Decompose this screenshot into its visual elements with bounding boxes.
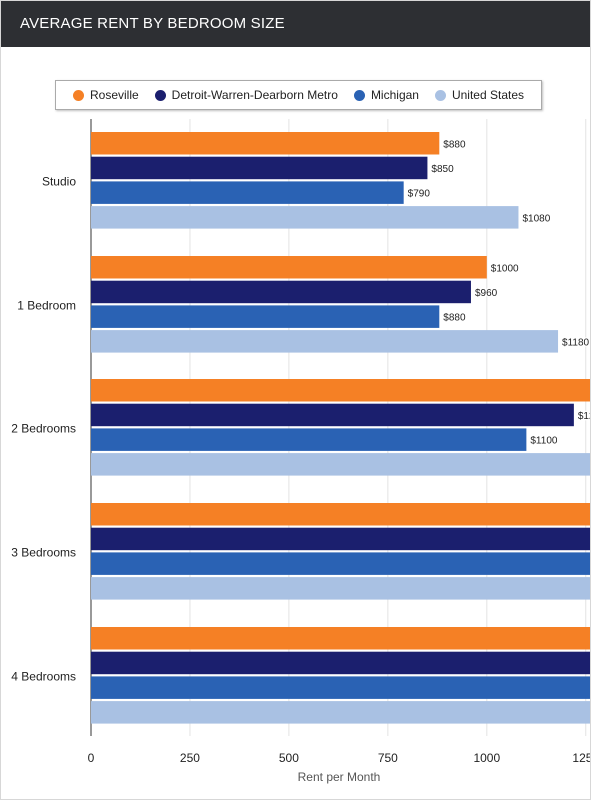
legend-label: Michigan — [370, 88, 419, 102]
x-tick-label: 1250 — [572, 751, 590, 765]
legend-item-michigan[interactable]: Michigan — [353, 88, 419, 102]
legend-label: Detroit-Warren-Dearborn Metro — [171, 88, 338, 102]
data-label: $880 — [443, 139, 466, 150]
bar[interactable] — [91, 503, 590, 526]
bar[interactable] — [91, 305, 440, 328]
bar[interactable] — [91, 627, 590, 650]
x-tick-label: 500 — [279, 751, 299, 765]
data-label: $1180 — [562, 337, 590, 348]
bar[interactable] — [91, 256, 487, 279]
bar[interactable] — [91, 403, 574, 427]
category-label: 3 Bedrooms — [11, 545, 76, 559]
bar[interactable] — [91, 701, 590, 724]
bar[interactable] — [91, 453, 590, 476]
category-label: 1 Bedroom — [17, 298, 76, 312]
bar[interactable] — [91, 206, 519, 229]
x-tick-labels: 02505007501000125015001750200022502… — [88, 751, 590, 765]
legend-marker-icon — [434, 89, 446, 101]
x-tick-label: 1000 — [473, 751, 500, 765]
legend-marker-icon — [154, 89, 166, 101]
legend-label: Roseville — [89, 88, 139, 102]
x-tick-label: 750 — [378, 751, 398, 765]
category-label: 4 Bedrooms — [11, 669, 76, 683]
data-label: $850 — [431, 164, 454, 175]
bars — [91, 132, 590, 724]
bar[interactable] — [91, 132, 440, 155]
bar[interactable] — [91, 428, 527, 451]
data-label: $790 — [408, 189, 431, 200]
legend-marker-icon — [353, 89, 365, 101]
x-axis-title: Rent per Month — [298, 770, 381, 784]
legend-marker-icon — [72, 89, 84, 101]
category-labels: Studio 1 Bedroom 2 Bedrooms 3 Bedrooms 4 Bed… — [11, 174, 76, 683]
bar[interactable] — [91, 577, 590, 600]
data-label: $1220 — [578, 411, 590, 422]
data-labels: $880$850$790$1080$1000$960$880$1180$1270… — [406, 138, 590, 448]
category-label: Studio — [42, 174, 76, 188]
legend-item-detroit-metro[interactable]: Detroit-Warren-Dearborn Metro — [154, 88, 338, 102]
data-label: $960 — [475, 288, 498, 299]
bar[interactable] — [91, 676, 590, 699]
bar[interactable] — [91, 181, 404, 204]
data-label: $1000 — [491, 263, 519, 274]
x-tick-label: 250 — [180, 751, 200, 765]
chart-title: AVERAGE RENT BY BEDROOM SIZE — [1, 1, 590, 47]
bar[interactable] — [91, 330, 559, 353]
bar[interactable] — [91, 280, 471, 304]
legend-item-united-states[interactable]: United States — [434, 88, 525, 102]
bar[interactable] — [91, 156, 428, 180]
legend-label: United States — [451, 88, 525, 102]
legend-item-roseville[interactable]: Roseville — [72, 88, 139, 102]
chart-legend: Roseville Detroit-Warren-Dearborn Metro … — [55, 80, 542, 110]
category-label: 2 Bedrooms — [11, 421, 76, 435]
x-tick-label: 0 — [88, 751, 95, 765]
data-label: $1080 — [522, 213, 550, 224]
bar[interactable] — [91, 651, 590, 675]
data-label: $1100 — [530, 436, 558, 447]
bar[interactable] — [91, 379, 590, 402]
bar[interactable] — [91, 552, 590, 575]
bar[interactable] — [91, 527, 590, 551]
data-label: $880 — [443, 313, 466, 324]
